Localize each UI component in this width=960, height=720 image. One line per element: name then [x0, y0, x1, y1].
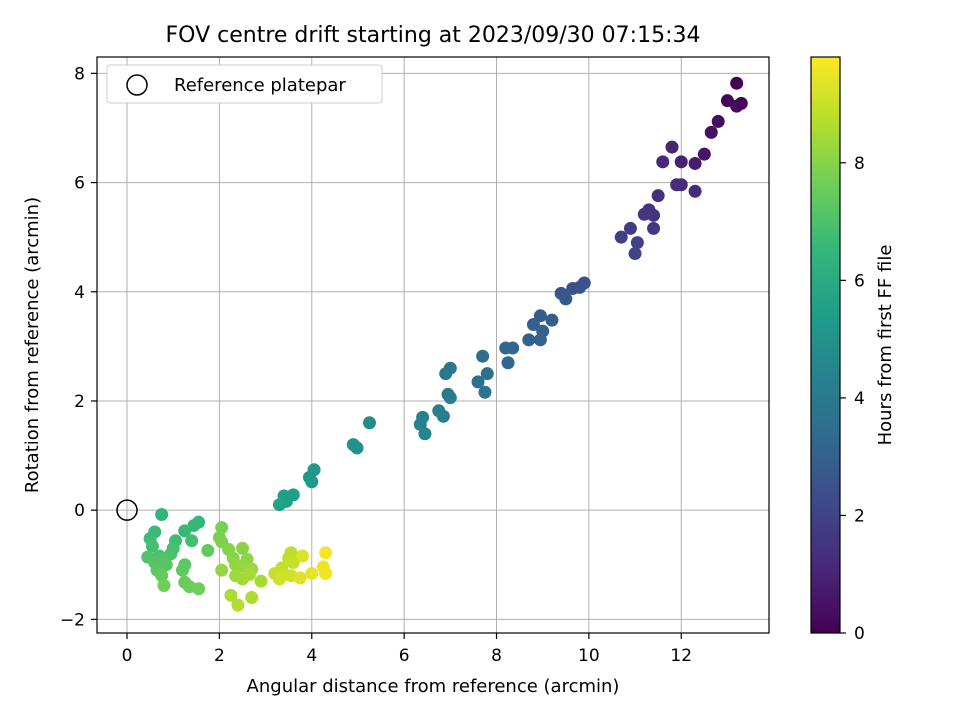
scatter-point	[178, 524, 192, 538]
scatter-point	[522, 333, 536, 347]
colorbar-label: Hours from first FF file	[875, 245, 896, 446]
scatter-point	[499, 341, 513, 355]
scatter-point	[630, 236, 644, 250]
scatter-point	[545, 313, 559, 327]
scatter-point	[637, 207, 651, 221]
scatter-point	[439, 367, 453, 381]
scatter-point	[192, 582, 206, 596]
x-axis-label: Angular distance from reference (arcmin)	[247, 676, 620, 697]
scatter-point	[674, 155, 688, 169]
colorbar-tick-label: 2	[854, 506, 865, 526]
scatter-point	[651, 189, 665, 203]
scatter-point	[286, 556, 300, 570]
scatter-point	[688, 184, 702, 198]
scatter-point	[305, 566, 319, 580]
colorbar-tick-label: 4	[854, 389, 865, 409]
scatter-point	[614, 230, 628, 244]
scatter-point	[704, 125, 718, 139]
scatter-point	[628, 247, 642, 261]
y-tick-label: 0	[74, 501, 85, 521]
scatter-point	[559, 292, 573, 306]
scatter-point	[665, 140, 679, 154]
scatter-point	[670, 178, 684, 192]
x-tick-label: 12	[670, 646, 692, 666]
scatter-point	[478, 385, 492, 399]
y-tick-label: 4	[74, 283, 85, 303]
scatter-points	[141, 76, 748, 612]
scatter-point	[656, 155, 670, 169]
colorbar-tick-label: 0	[854, 624, 865, 644]
scatter-point	[443, 391, 457, 405]
scatter-point	[526, 318, 540, 332]
legend-label: Reference platepar	[174, 75, 346, 96]
scatter-point	[362, 416, 376, 430]
scatter-point	[418, 427, 432, 441]
scatter-point	[533, 309, 547, 323]
scatter-point	[201, 544, 215, 558]
x-tick-label: 6	[399, 646, 410, 666]
scatter-point	[145, 539, 159, 553]
scatter-point	[471, 375, 485, 389]
scatter-point	[647, 221, 661, 235]
scatter-point	[235, 541, 249, 555]
x-tick-label: 8	[491, 646, 502, 666]
y-tick-label: 6	[74, 174, 85, 194]
scatter-point	[350, 441, 364, 455]
y-tick-label: 8	[74, 64, 85, 84]
scatter-point	[476, 349, 490, 363]
scatter-point	[711, 114, 725, 128]
x-tick-label: 10	[578, 646, 600, 666]
y-tick-label: 2	[74, 392, 85, 412]
y-tick-label: −2	[60, 610, 85, 630]
scatter-point	[305, 475, 319, 489]
scatter-point	[185, 534, 199, 548]
scatter-point	[296, 549, 310, 563]
scatter-point	[688, 156, 702, 170]
colorbar-tick-label: 8	[854, 154, 865, 174]
x-tick-label: 0	[122, 646, 133, 666]
scatter-point	[245, 591, 259, 605]
x-tick-label: 2	[214, 646, 225, 666]
scatter-point	[319, 566, 333, 580]
x-tick-label: 4	[306, 646, 317, 666]
scatter-point	[155, 569, 169, 583]
scatter-point	[501, 356, 515, 370]
scatter-point	[272, 572, 286, 586]
scatter-point	[254, 574, 268, 588]
scatter-point	[697, 147, 711, 161]
plot-frame	[96, 56, 770, 634]
scatter-point	[436, 409, 450, 423]
grid	[97, 57, 769, 633]
chart-title: FOV centre drift starting at 2023/09/30 …	[166, 23, 701, 48]
legend-box	[106, 64, 383, 104]
colorbar-ticks: 0 2 4 6 8	[840, 154, 865, 644]
scatter-point	[272, 498, 286, 512]
scatter-point	[155, 508, 169, 522]
scatter-point	[175, 563, 189, 577]
legend-marker	[126, 74, 148, 96]
scatter-point	[224, 588, 238, 602]
scatter-point	[157, 579, 171, 593]
scatter-point	[623, 221, 637, 235]
scatter-point	[231, 598, 245, 612]
legend: Reference platepar	[106, 64, 383, 104]
scatter-point	[480, 367, 494, 381]
scatter-point	[215, 521, 229, 535]
scatter-point	[533, 333, 547, 347]
y-axis-ticks: −2 0 2 4 6 8	[60, 64, 97, 630]
scatter-point	[242, 568, 256, 582]
colorbar	[810, 56, 841, 634]
scatter-point	[293, 571, 307, 585]
scatter-point	[215, 563, 229, 577]
reference-platepar-marker	[116, 499, 138, 521]
x-axis-ticks: 0 2 4 6 8 10 12	[122, 633, 692, 666]
scatter-point	[319, 546, 333, 560]
scatter-point	[730, 76, 744, 90]
y-axis-label: Rotation from reference (arcmin)	[22, 197, 43, 493]
scatter-point	[566, 281, 580, 295]
scatter-point	[730, 99, 744, 113]
colorbar-tick-label: 6	[854, 271, 865, 291]
